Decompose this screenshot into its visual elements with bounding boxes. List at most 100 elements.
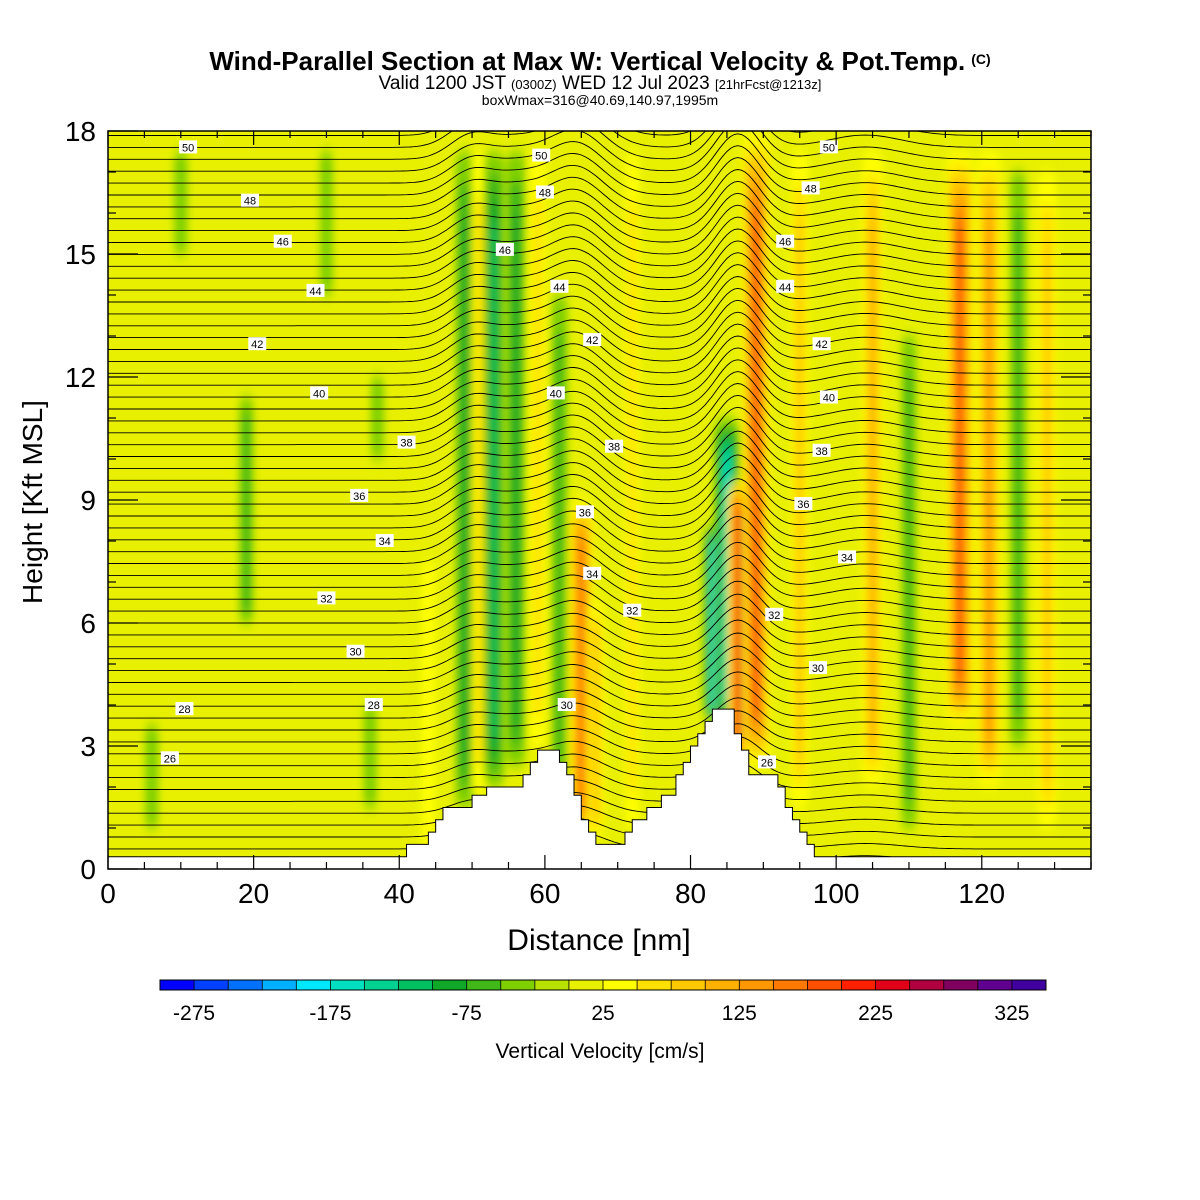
contour-label-box xyxy=(179,140,198,154)
theta-contour-line xyxy=(108,216,1091,267)
colorbar-swatch xyxy=(432,980,468,990)
valid-date: WED 12 Jul 2023 xyxy=(561,73,710,94)
theta-contour-line xyxy=(108,619,1091,660)
valid-prefix: Valid 1200 JST xyxy=(378,73,506,94)
theta-contour-line xyxy=(108,287,1091,339)
contour-label: 42 xyxy=(586,335,598,347)
contour-label: 30 xyxy=(812,663,824,675)
contour-label: 44 xyxy=(779,282,791,294)
velocity-band xyxy=(1014,215,1023,718)
velocity-band xyxy=(753,212,759,713)
theta-contour-line xyxy=(108,394,1091,446)
colorbar-swatch xyxy=(671,980,706,990)
theta-contour-line xyxy=(108,723,1091,755)
contour-label: 50 xyxy=(535,151,547,163)
contour-label-box xyxy=(397,435,416,449)
colorbar-tick-label: -275 xyxy=(173,1002,215,1025)
contour-label-box xyxy=(801,181,820,195)
theta-contour-line xyxy=(108,335,1091,386)
colorbar-tick-label: 25 xyxy=(591,1002,614,1025)
contour-label: 30 xyxy=(349,647,361,659)
x-tick-label: 120 xyxy=(958,878,1005,909)
y-tick-label: 0 xyxy=(80,854,96,885)
theta-contour-line xyxy=(108,131,1091,148)
colorbar-swatch xyxy=(364,980,400,990)
contour-label: 50 xyxy=(182,142,194,154)
contour-label: 40 xyxy=(550,388,562,400)
forecast-info: [21hrFcst@1213z] xyxy=(714,77,822,92)
contour-label: 28 xyxy=(368,700,380,712)
theta-contour-line xyxy=(108,240,1091,291)
velocity-band xyxy=(363,705,377,808)
colorbar-label: Vertical Velocity [cm/s] xyxy=(496,1040,705,1063)
colorbar: -275 -175 -75 25 125 225 325 xyxy=(159,979,1047,1025)
contour-label-box xyxy=(175,702,194,716)
contour-label: 34 xyxy=(841,552,853,564)
contour-label-box xyxy=(776,279,795,293)
contour-label-box xyxy=(838,550,857,564)
colorbar-swatch xyxy=(603,980,638,990)
colorbar-tick-label: 125 xyxy=(722,1002,757,1025)
theta-contour-line xyxy=(108,580,1091,624)
contour-label-box xyxy=(160,751,179,765)
colorbar-tick-label: -75 xyxy=(452,1002,482,1025)
x-axis-label: Distance [nm] xyxy=(507,924,690,957)
theta-contour-line xyxy=(108,133,1091,184)
colorbar-swatch xyxy=(977,980,1013,990)
theta-contour-line xyxy=(108,490,1091,541)
theta-contour-line xyxy=(108,299,1091,350)
contour-label-box xyxy=(248,337,267,351)
colorbar-swatch xyxy=(1011,980,1047,990)
contour-label: 34 xyxy=(379,536,391,548)
colorbar-swatch xyxy=(705,980,740,990)
theta-contour-line xyxy=(108,359,1091,410)
contour-label: 42 xyxy=(815,339,827,351)
theta-contour-line xyxy=(108,567,1091,612)
contour-label-box xyxy=(794,497,813,511)
terrain-profile xyxy=(107,708,1092,870)
theta-contour-line xyxy=(108,169,1091,220)
colorbar-swatch xyxy=(194,980,229,990)
contour-label-box xyxy=(583,566,602,580)
theta-contour-line xyxy=(108,813,1091,838)
x-tick-label: 100 xyxy=(813,878,860,909)
contour-label: 36 xyxy=(353,491,365,503)
colorbar-swatch xyxy=(296,980,331,990)
contour-label: 38 xyxy=(815,446,827,458)
contour-label: 38 xyxy=(608,442,620,454)
contour-label: 28 xyxy=(178,704,190,716)
colorbar-swatch xyxy=(943,980,979,990)
colorbar-tick-label: 225 xyxy=(858,1002,893,1025)
contour-label: 44 xyxy=(553,282,565,294)
velocity-band xyxy=(796,217,803,764)
y-axis-label: Height [Kft MSL] xyxy=(17,400,48,604)
theta-contour-line xyxy=(108,826,1091,850)
x-tick-label: 60 xyxy=(529,878,560,909)
theta-contour-line xyxy=(108,606,1091,648)
velocity-band xyxy=(320,151,333,295)
copyright-mark: (C) xyxy=(971,51,991,67)
contour-label-box xyxy=(776,234,795,248)
theta-contour-line xyxy=(108,131,1091,136)
contour-label-box xyxy=(495,242,514,256)
colorbar-swatch xyxy=(534,980,570,990)
contour-label-box xyxy=(808,661,827,675)
terrain xyxy=(107,708,1092,870)
chart-subtitle: Valid 1200 JST (0300Z) WED 12 Jul 2023 [… xyxy=(0,73,1200,96)
colorbar-tick-label: -175 xyxy=(309,1002,351,1025)
theta-contour-line xyxy=(108,541,1091,588)
contour-label-box xyxy=(535,185,554,199)
contour-label-box xyxy=(557,698,576,711)
theta-contour-line xyxy=(108,697,1091,731)
x-tick-label: 0 xyxy=(100,878,116,909)
contour-label: 38 xyxy=(400,438,412,450)
contour-label-box xyxy=(350,488,369,502)
contour-label: 40 xyxy=(823,393,835,405)
contour-label: 46 xyxy=(779,237,791,249)
colorbar-swatch xyxy=(228,980,263,990)
theta-contour-line xyxy=(108,192,1091,243)
theta-contour-line xyxy=(108,658,1091,695)
theta-contour-line xyxy=(108,528,1091,576)
boxmax-note: boxWmax=316@40.69,140.97,1995m xyxy=(481,92,719,108)
